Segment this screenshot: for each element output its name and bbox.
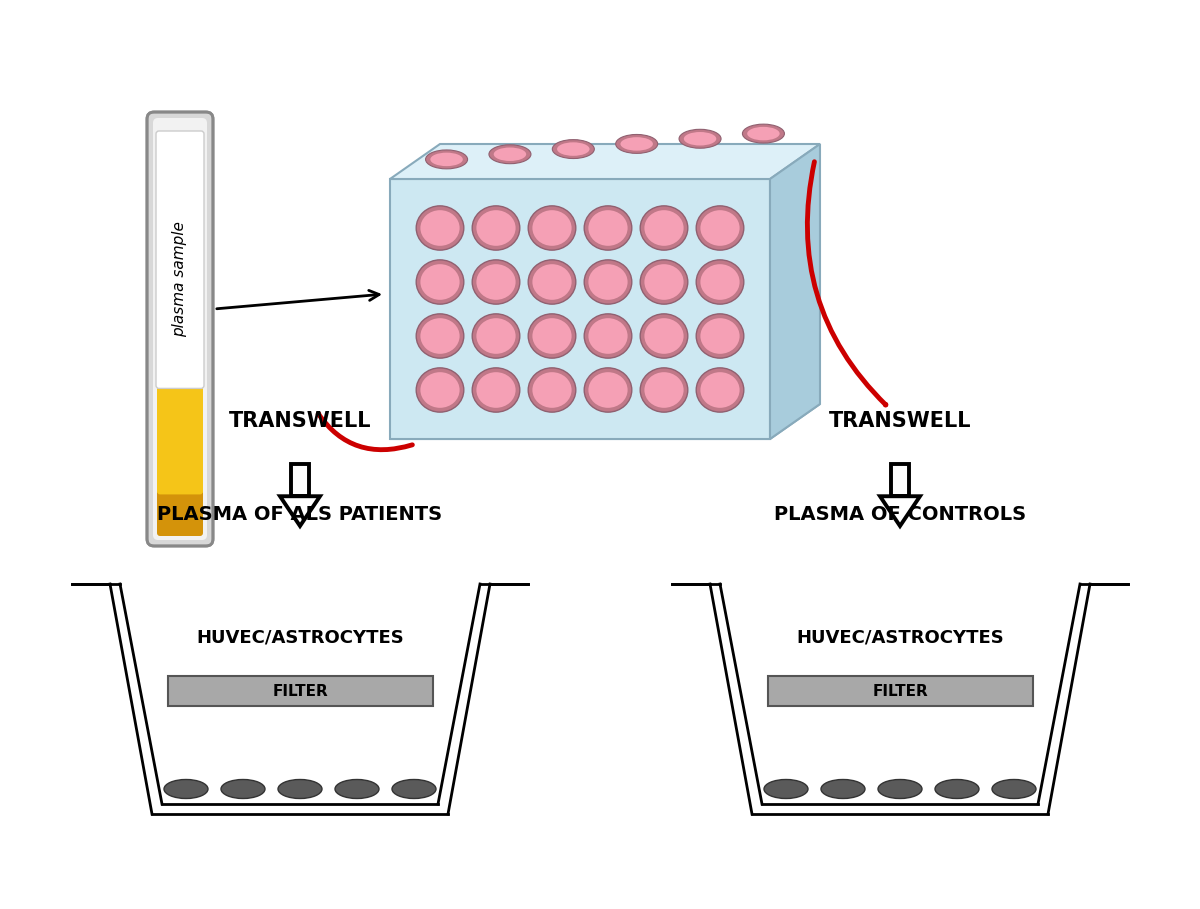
Bar bbox=[168, 676, 432, 706]
Bar bbox=[292, 464, 310, 496]
Ellipse shape bbox=[644, 372, 684, 408]
Ellipse shape bbox=[588, 265, 628, 300]
Ellipse shape bbox=[528, 205, 576, 250]
Ellipse shape bbox=[992, 780, 1036, 798]
Ellipse shape bbox=[476, 210, 516, 245]
Ellipse shape bbox=[644, 318, 684, 354]
Text: plasma sample: plasma sample bbox=[173, 221, 187, 337]
Ellipse shape bbox=[557, 143, 589, 155]
Ellipse shape bbox=[644, 265, 684, 300]
Ellipse shape bbox=[473, 314, 520, 358]
Polygon shape bbox=[880, 496, 920, 526]
Text: PLASMA OF ALS PATIENTS: PLASMA OF ALS PATIENTS bbox=[157, 504, 443, 524]
FancyBboxPatch shape bbox=[157, 474, 203, 536]
Ellipse shape bbox=[473, 260, 520, 305]
Ellipse shape bbox=[335, 780, 379, 798]
Ellipse shape bbox=[473, 205, 520, 250]
Ellipse shape bbox=[416, 260, 464, 305]
Polygon shape bbox=[280, 496, 320, 526]
Ellipse shape bbox=[584, 260, 631, 305]
Ellipse shape bbox=[641, 260, 688, 305]
Ellipse shape bbox=[616, 135, 658, 154]
Ellipse shape bbox=[588, 318, 628, 354]
Ellipse shape bbox=[696, 368, 744, 412]
Ellipse shape bbox=[696, 205, 744, 250]
Ellipse shape bbox=[679, 129, 721, 148]
Ellipse shape bbox=[701, 372, 739, 408]
Ellipse shape bbox=[416, 314, 464, 358]
Ellipse shape bbox=[431, 153, 463, 166]
Polygon shape bbox=[770, 144, 820, 439]
Ellipse shape bbox=[533, 372, 571, 408]
Ellipse shape bbox=[696, 260, 744, 305]
Ellipse shape bbox=[528, 368, 576, 412]
Polygon shape bbox=[390, 144, 820, 179]
Ellipse shape bbox=[641, 368, 688, 412]
Ellipse shape bbox=[641, 314, 688, 358]
Text: PLASMA OF CONTROLS: PLASMA OF CONTROLS bbox=[774, 504, 1026, 524]
Text: FILTER: FILTER bbox=[872, 684, 928, 698]
Ellipse shape bbox=[641, 205, 688, 250]
Ellipse shape bbox=[701, 265, 739, 300]
Ellipse shape bbox=[420, 372, 460, 408]
Ellipse shape bbox=[588, 210, 628, 245]
Ellipse shape bbox=[392, 780, 436, 798]
Ellipse shape bbox=[821, 780, 865, 798]
Ellipse shape bbox=[420, 265, 460, 300]
Ellipse shape bbox=[476, 318, 516, 354]
Ellipse shape bbox=[584, 314, 631, 358]
Ellipse shape bbox=[644, 210, 684, 245]
Ellipse shape bbox=[588, 372, 628, 408]
Ellipse shape bbox=[420, 318, 460, 354]
Ellipse shape bbox=[748, 127, 780, 140]
Text: TRANSWELL: TRANSWELL bbox=[829, 411, 971, 431]
Ellipse shape bbox=[476, 265, 516, 300]
Text: HUVEC/ASTROCYTES: HUVEC/ASTROCYTES bbox=[796, 628, 1004, 646]
Ellipse shape bbox=[935, 780, 979, 798]
Ellipse shape bbox=[878, 780, 922, 798]
Ellipse shape bbox=[701, 318, 739, 354]
Ellipse shape bbox=[701, 210, 739, 245]
Polygon shape bbox=[390, 404, 820, 439]
Ellipse shape bbox=[493, 147, 526, 161]
Ellipse shape bbox=[278, 780, 322, 798]
Polygon shape bbox=[390, 179, 770, 439]
Ellipse shape bbox=[164, 780, 208, 798]
Ellipse shape bbox=[620, 137, 653, 151]
Ellipse shape bbox=[584, 205, 631, 250]
Ellipse shape bbox=[528, 314, 576, 358]
FancyBboxPatch shape bbox=[157, 385, 203, 494]
FancyBboxPatch shape bbox=[156, 131, 204, 388]
Ellipse shape bbox=[416, 205, 464, 250]
Ellipse shape bbox=[684, 132, 716, 145]
Ellipse shape bbox=[528, 260, 576, 305]
Ellipse shape bbox=[488, 145, 530, 164]
Ellipse shape bbox=[473, 368, 520, 412]
Bar bbox=[890, 464, 910, 496]
Ellipse shape bbox=[221, 780, 265, 798]
Text: FILTER: FILTER bbox=[272, 684, 328, 698]
Bar bbox=[768, 676, 1032, 706]
Ellipse shape bbox=[533, 318, 571, 354]
Ellipse shape bbox=[533, 265, 571, 300]
FancyArrowPatch shape bbox=[318, 414, 413, 450]
Ellipse shape bbox=[533, 210, 571, 245]
Ellipse shape bbox=[584, 368, 631, 412]
Ellipse shape bbox=[552, 140, 594, 158]
Ellipse shape bbox=[764, 780, 808, 798]
Ellipse shape bbox=[476, 372, 516, 408]
Ellipse shape bbox=[696, 314, 744, 358]
Text: TRANSWELL: TRANSWELL bbox=[229, 411, 371, 431]
Ellipse shape bbox=[420, 210, 460, 245]
FancyBboxPatch shape bbox=[154, 118, 208, 540]
FancyBboxPatch shape bbox=[148, 112, 214, 546]
FancyArrowPatch shape bbox=[808, 162, 886, 405]
Text: HUVEC/ASTROCYTES: HUVEC/ASTROCYTES bbox=[196, 628, 404, 646]
Ellipse shape bbox=[426, 150, 468, 169]
Ellipse shape bbox=[743, 125, 785, 143]
Ellipse shape bbox=[416, 368, 464, 412]
